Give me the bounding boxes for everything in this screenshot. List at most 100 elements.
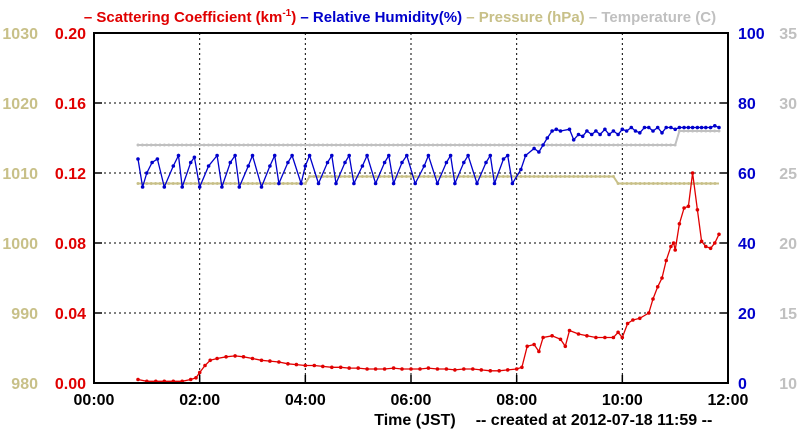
point-humidity [589, 132, 594, 137]
point-pressure [488, 175, 492, 178]
point-temperature [387, 143, 391, 147]
x-tick-label: 06:00 [391, 392, 432, 409]
point-pressure [704, 182, 708, 185]
point-scattering [286, 362, 290, 366]
point-humidity [664, 125, 668, 130]
point-humidity [453, 181, 457, 186]
point-pressure [404, 175, 408, 178]
y-tick-label-scattering: 0.12 [55, 166, 86, 183]
point-humidity [462, 160, 466, 165]
point-humidity [352, 181, 356, 186]
point-pressure [541, 175, 545, 178]
point-pressure [603, 175, 606, 178]
point-temperature [215, 143, 219, 147]
point-humidity [400, 160, 404, 165]
point-temperature [286, 143, 290, 147]
point-pressure [537, 175, 540, 178]
point-humidity [365, 153, 369, 158]
point-scattering [603, 335, 607, 340]
point-scattering [444, 367, 449, 371]
point-scattering [462, 367, 466, 371]
point-humidity [466, 153, 470, 158]
point-temperature [647, 143, 651, 147]
point-temperature [352, 143, 356, 147]
point-humidity [620, 127, 625, 132]
point-scattering [400, 367, 404, 371]
point-scattering [277, 360, 281, 364]
point-humidity [373, 181, 378, 186]
point-scattering [356, 366, 361, 370]
point-humidity [545, 136, 550, 140]
point-temperature [299, 143, 303, 147]
point-scattering [471, 367, 475, 371]
point-temperature [154, 143, 158, 147]
point-pressure [634, 182, 638, 185]
point-pressure [528, 175, 532, 178]
point-pressure [413, 175, 417, 178]
point-pressure [572, 175, 576, 178]
point-humidity [347, 153, 352, 158]
point-humidity [594, 129, 598, 133]
point-temperature [317, 143, 320, 147]
point-scattering [682, 206, 686, 210]
point-temperature [343, 143, 347, 147]
point-temperature [176, 143, 180, 147]
point-pressure [435, 175, 439, 178]
point-humidity [699, 125, 704, 130]
point-pressure [268, 182, 272, 185]
point-scattering [203, 363, 207, 368]
point-pressure [343, 175, 347, 178]
point-pressure [700, 182, 704, 185]
point-pressure [471, 175, 474, 178]
point-pressure [629, 182, 633, 185]
point-temperature [590, 143, 593, 147]
x-axis: 00:00 02:00 04:00 06:00 08:00 10:00 12:00 [74, 375, 749, 409]
point-temperature [691, 129, 695, 133]
point-temperature [449, 143, 453, 147]
point-temperature [572, 143, 576, 147]
point-scattering [669, 244, 673, 249]
point-pressure [523, 175, 527, 178]
point-pressure [189, 182, 193, 185]
point-humidity [197, 185, 202, 189]
legend-item-scattering: – Scattering Coefficient (km [84, 9, 282, 26]
point-temperature [682, 129, 686, 133]
point-pressure [281, 182, 285, 185]
point-temperature [501, 143, 505, 147]
point-pressure [431, 175, 435, 178]
point-pressure [563, 175, 567, 178]
point-humidity [505, 153, 510, 158]
point-scattering [567, 328, 572, 333]
point-pressure [184, 182, 188, 185]
point-scattering [409, 367, 413, 371]
point-temperature [475, 143, 479, 147]
point-humidity [717, 125, 721, 130]
point-humidity [655, 125, 660, 130]
series-temperature [136, 129, 721, 147]
y-tick-label-temperature: 10 [779, 376, 797, 393]
point-humidity [686, 125, 691, 130]
y-tick-label-temperature: 20 [779, 236, 797, 253]
point-humidity [162, 185, 167, 189]
point-temperature [427, 143, 431, 147]
series-line-temperature [138, 130, 719, 146]
point-pressure [462, 175, 466, 178]
point-temperature [409, 143, 413, 147]
point-temperature [207, 143, 210, 147]
point-humidity [272, 153, 277, 158]
point-temperature [374, 143, 378, 147]
point-pressure [554, 175, 558, 178]
point-temperature [651, 143, 655, 147]
point-temperature [673, 143, 677, 147]
point-scattering [695, 208, 700, 212]
point-scattering [194, 376, 198, 380]
point-temperature [550, 143, 554, 147]
point-scattering [638, 316, 642, 321]
point-pressure [532, 175, 536, 178]
point-humidity [382, 160, 387, 165]
point-pressure [709, 182, 713, 185]
point-scattering [550, 334, 554, 338]
point-temperature [140, 143, 144, 147]
point-temperature [145, 143, 149, 147]
point-temperature [396, 143, 400, 147]
